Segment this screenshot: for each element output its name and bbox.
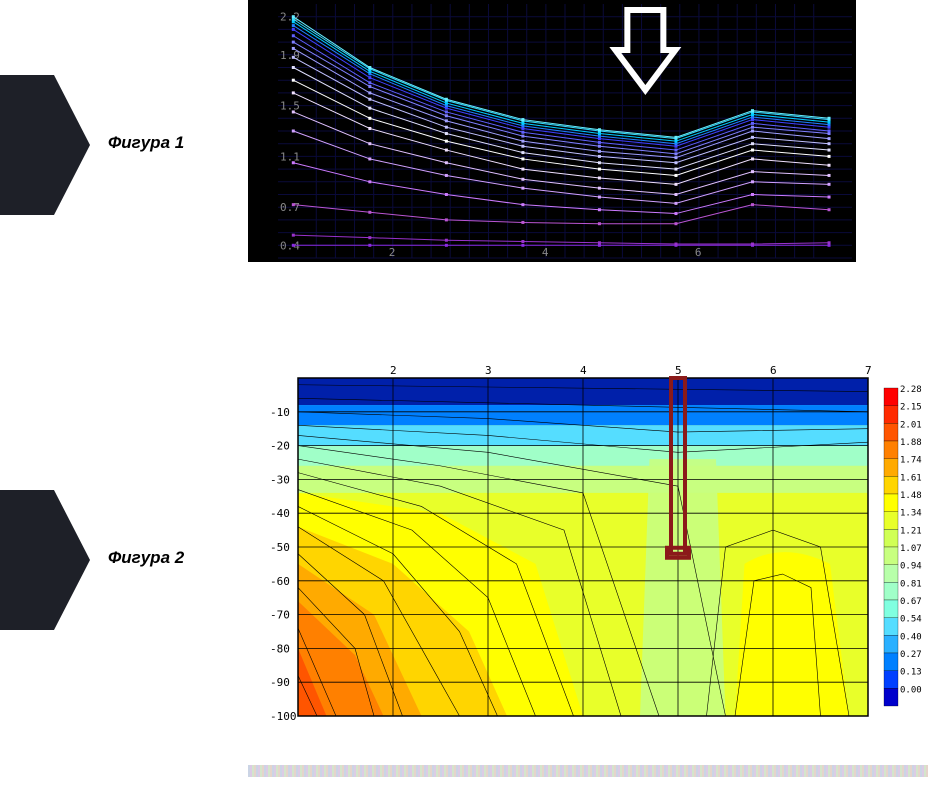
- bookmark-fig1: [0, 75, 90, 215]
- fig2-label: Фигура 2: [108, 548, 184, 568]
- fig1-chart: 0.40.71.11.51.92.2246: [248, 0, 856, 262]
- svg-text:1.61: 1.61: [900, 473, 922, 483]
- svg-text:2.28: 2.28: [900, 385, 922, 395]
- svg-text:0.67: 0.67: [900, 597, 922, 607]
- svg-text:-50: -50: [270, 541, 290, 554]
- svg-text:1.07: 1.07: [900, 544, 922, 554]
- svg-text:7: 7: [865, 364, 872, 377]
- svg-text:-80: -80: [270, 642, 290, 655]
- svg-text:4: 4: [542, 246, 549, 259]
- svg-text:1.48: 1.48: [900, 491, 922, 501]
- svg-text:0.81: 0.81: [900, 579, 922, 589]
- svg-text:1.34: 1.34: [900, 509, 922, 519]
- svg-text:2.01: 2.01: [900, 420, 922, 430]
- svg-text:-30: -30: [270, 473, 290, 486]
- noise-strip: [248, 765, 928, 777]
- svg-text:0.94: 0.94: [900, 562, 922, 572]
- svg-text:-100: -100: [270, 710, 297, 720]
- svg-text:-20: -20: [270, 440, 290, 453]
- svg-text:0.27: 0.27: [900, 650, 922, 660]
- svg-text:1.88: 1.88: [900, 438, 922, 448]
- svg-text:6: 6: [695, 246, 702, 259]
- svg-text:1.21: 1.21: [900, 526, 922, 536]
- fig1-label: Фигура 1: [108, 133, 184, 153]
- svg-text:-40: -40: [270, 507, 290, 520]
- svg-text:-60: -60: [270, 575, 290, 588]
- svg-text:1.74: 1.74: [900, 456, 922, 466]
- fig2-chart: 2 3 4 5 6 7 -10 -20 -30 -40 -50 -60 -70 -80 -90 -100 2.2…: [248, 360, 928, 720]
- svg-text:0.40: 0.40: [900, 632, 922, 642]
- svg-text:4: 4: [580, 364, 587, 377]
- bookmark-fig2: [0, 490, 90, 630]
- svg-text:5: 5: [675, 364, 682, 377]
- svg-text:2: 2: [390, 364, 397, 377]
- svg-text:-70: -70: [270, 609, 290, 622]
- svg-text:3: 3: [485, 364, 492, 377]
- svg-text:0.00: 0.00: [900, 685, 922, 695]
- svg-text:0.13: 0.13: [900, 668, 922, 678]
- svg-text:-10: -10: [270, 406, 290, 419]
- svg-text:0.54: 0.54: [900, 615, 922, 625]
- svg-text:-90: -90: [270, 676, 290, 689]
- svg-text:6: 6: [770, 364, 777, 377]
- svg-text:2.15: 2.15: [900, 403, 922, 413]
- svg-text:2: 2: [389, 246, 396, 259]
- svg-text:1.1: 1.1: [280, 150, 300, 163]
- svg-text:1.5: 1.5: [280, 100, 300, 113]
- svg-text:0.7: 0.7: [280, 201, 300, 214]
